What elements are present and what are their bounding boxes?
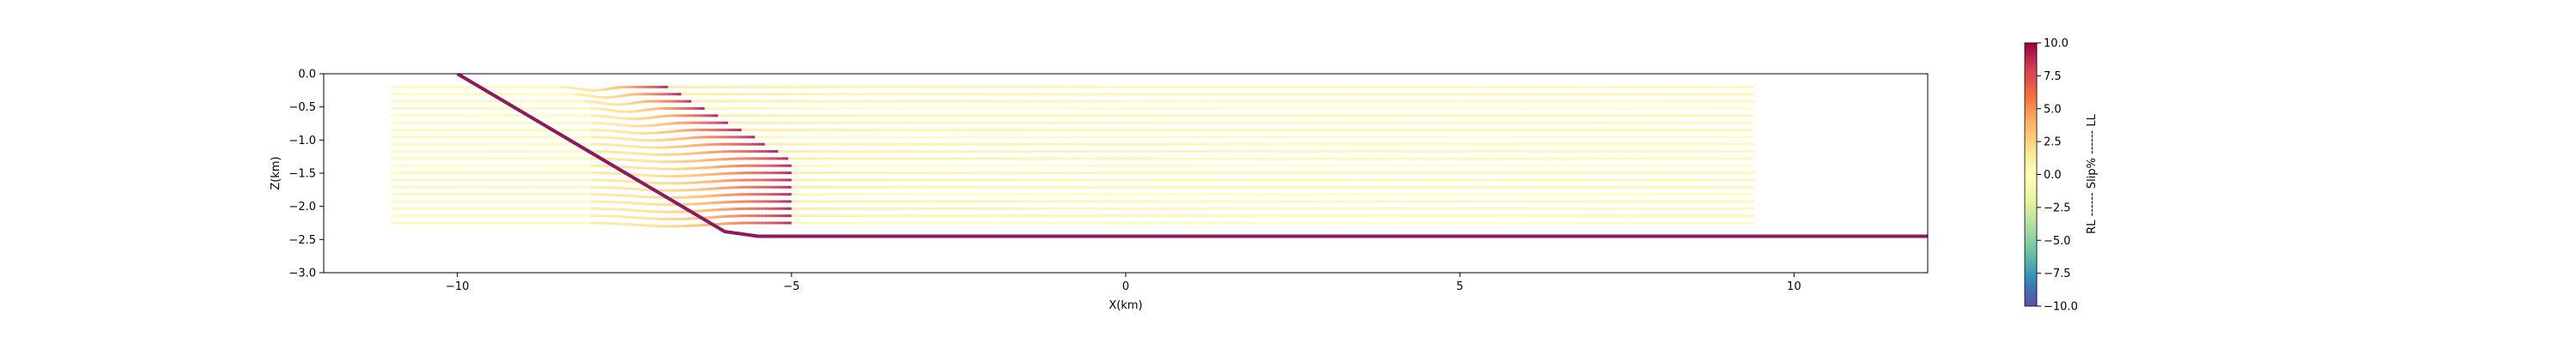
strata-segment [627, 102, 632, 105]
strata-segment [644, 108, 648, 111]
strata-segment [637, 100, 641, 104]
strata-segment [591, 94, 595, 99]
strata-segment [577, 87, 581, 91]
strata-segment [607, 108, 611, 112]
strata-segment [607, 87, 611, 91]
strata-segment [604, 87, 609, 91]
strata-segment [600, 101, 605, 105]
strata-segment [634, 100, 639, 105]
strata-segment [630, 101, 635, 105]
strata-segment [614, 94, 618, 99]
strata-segment [600, 87, 605, 92]
strata-segment [587, 93, 592, 98]
strata-segment [624, 93, 629, 97]
strata-segment [580, 87, 585, 92]
strata-segment [621, 93, 625, 98]
strata-segment [604, 102, 609, 105]
strata-segment [617, 94, 622, 98]
strata-segment [570, 86, 575, 90]
strata-segment [641, 108, 645, 112]
strata-segment [594, 100, 598, 104]
strata-segment [584, 93, 588, 97]
strata-segment [574, 87, 578, 90]
strata-segment [594, 95, 598, 99]
strata-segment [611, 87, 615, 90]
strata-segment [597, 100, 602, 105]
strata-segment [604, 108, 608, 111]
strata-segment [647, 107, 652, 111]
